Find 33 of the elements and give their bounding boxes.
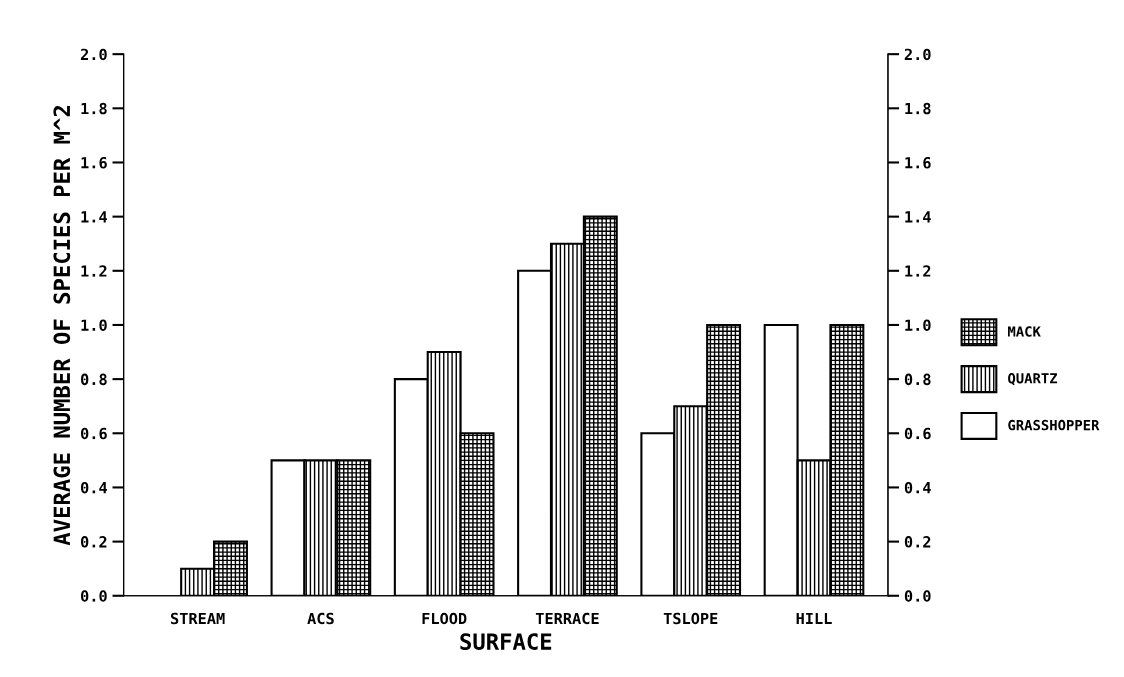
y-tick-label: 1.6 xyxy=(81,156,107,169)
x-tick-label: TERRACE xyxy=(535,612,599,625)
legend-label: QUARTZ xyxy=(1008,373,1058,386)
y-tick-label: 0.8 xyxy=(80,373,107,386)
y2-tick-label: 0.6 xyxy=(904,427,931,440)
x-tick-label: FLOOD xyxy=(422,612,467,625)
y-tick-label: 2.0 xyxy=(80,48,107,61)
legend-label: GRASSHOPPER xyxy=(1008,419,1100,431)
x-tick-label: STREAM xyxy=(170,612,225,625)
y2-tick-label: 0.0 xyxy=(904,590,931,602)
y-tick-label: 0.0 xyxy=(80,590,107,602)
y2-tick-label: 1.0 xyxy=(905,319,931,331)
y-tick-label: 1.2 xyxy=(81,265,107,277)
y2-tick-label: 1.2 xyxy=(905,265,931,277)
y-axis-title: AVERAGE NUMBER OF SPECIES PER M^2 xyxy=(53,106,71,546)
y2-tick-label: 0.2 xyxy=(904,536,931,548)
y-tick-label: 1.4 xyxy=(81,211,107,223)
y-tick-label: 1.8 xyxy=(81,102,107,115)
y2-tick-label: 1.6 xyxy=(905,156,931,169)
y2-tick-label: 2.0 xyxy=(904,48,931,61)
x-tick-label: HILL xyxy=(796,612,832,625)
y-tick-label: 0.2 xyxy=(80,536,107,548)
legend-label: MACK xyxy=(1008,326,1041,337)
y-tick-label: 1.0 xyxy=(81,319,107,331)
y2-tick-label: 0.8 xyxy=(904,373,931,386)
y-tick-label: 0.6 xyxy=(80,427,107,440)
y2-tick-label: 0.4 xyxy=(904,481,931,494)
y2-tick-label: 1.4 xyxy=(905,211,931,223)
x-tick-label: TSLOPE xyxy=(663,612,718,625)
y-tick-label: 0.4 xyxy=(80,481,107,494)
x-axis-title: SURFACE xyxy=(460,633,552,650)
x-tick-label: ACS xyxy=(307,612,334,625)
y2-tick-label: 1.8 xyxy=(905,102,931,115)
